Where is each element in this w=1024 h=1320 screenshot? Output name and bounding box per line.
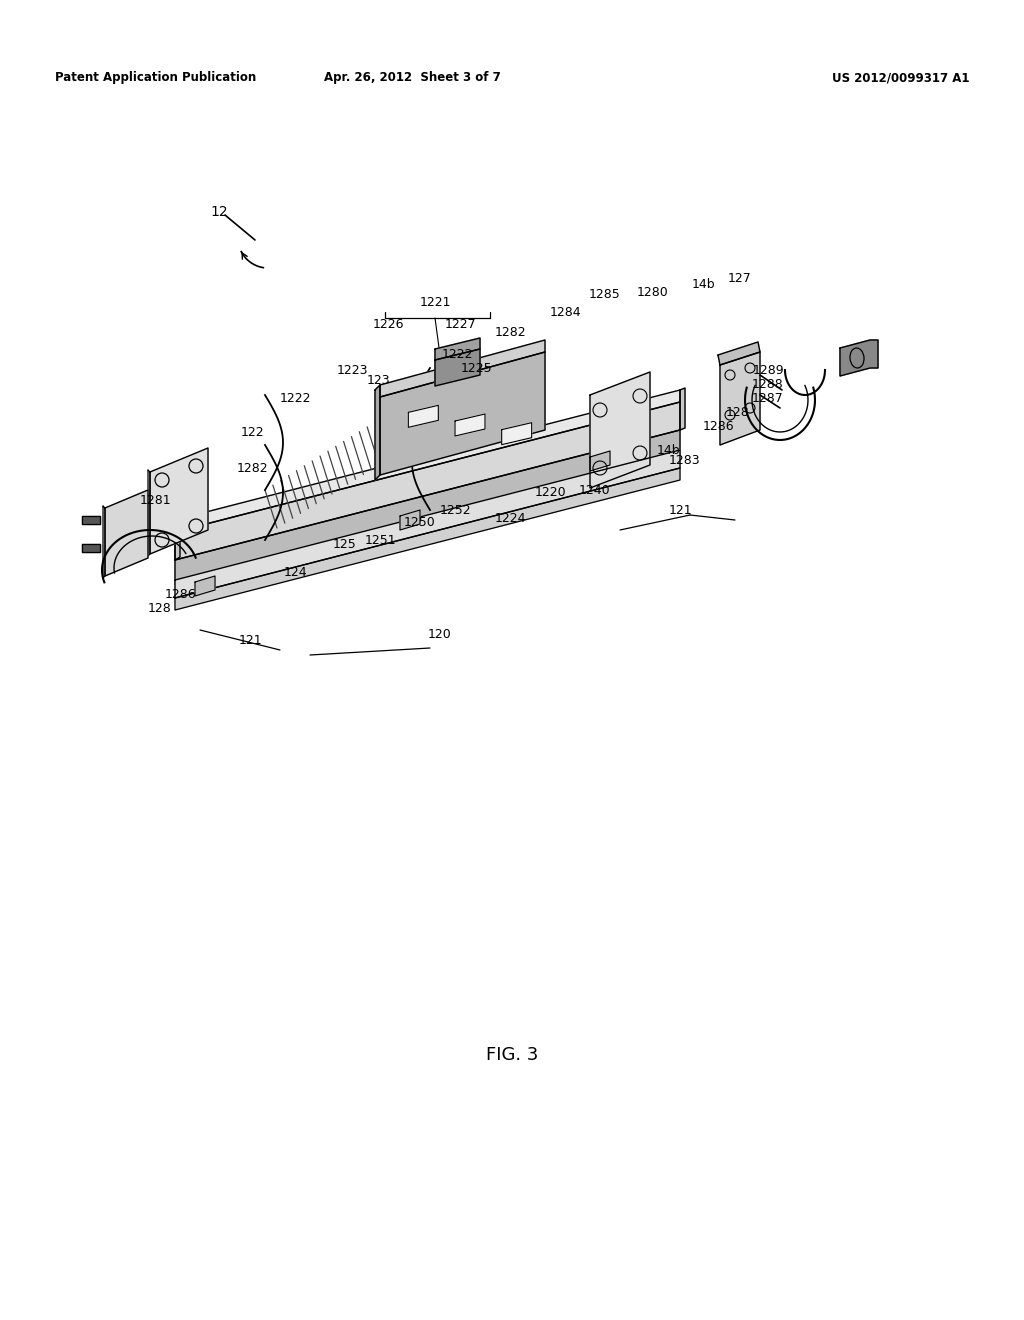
Polygon shape [175, 469, 680, 610]
Text: 1281: 1281 [139, 494, 171, 507]
Polygon shape [435, 338, 480, 360]
Text: 1282: 1282 [495, 326, 525, 338]
Text: 128: 128 [148, 602, 172, 615]
Polygon shape [455, 414, 485, 436]
Polygon shape [148, 470, 150, 556]
Text: 1222: 1222 [280, 392, 310, 404]
Polygon shape [680, 388, 685, 430]
Polygon shape [175, 517, 180, 560]
Text: 1226: 1226 [373, 318, 403, 331]
Polygon shape [105, 490, 148, 576]
Text: 121: 121 [669, 503, 692, 516]
Polygon shape [435, 348, 480, 385]
Polygon shape [380, 352, 545, 475]
Text: 121: 121 [239, 634, 262, 647]
Polygon shape [380, 341, 545, 397]
Polygon shape [840, 341, 878, 376]
Text: 1288: 1288 [752, 378, 784, 391]
Polygon shape [82, 544, 100, 552]
Polygon shape [175, 389, 680, 532]
Polygon shape [175, 403, 680, 560]
Text: Patent Application Publication: Patent Application Publication [55, 71, 256, 84]
Text: 128: 128 [726, 407, 750, 420]
Text: 1227: 1227 [444, 318, 476, 331]
Polygon shape [590, 451, 610, 471]
Text: 12: 12 [210, 205, 227, 219]
Polygon shape [720, 352, 760, 445]
Text: 14b: 14b [656, 444, 680, 457]
Text: 1280: 1280 [637, 285, 669, 298]
Polygon shape [175, 450, 680, 598]
Text: 125: 125 [333, 539, 357, 552]
Polygon shape [150, 447, 208, 554]
Polygon shape [409, 405, 438, 428]
Text: 1286: 1286 [164, 587, 196, 601]
Text: 1223: 1223 [336, 363, 368, 376]
Text: 1284: 1284 [549, 305, 581, 318]
Text: 120: 120 [428, 628, 452, 642]
Text: 1222: 1222 [441, 348, 473, 362]
Polygon shape [590, 372, 650, 488]
Polygon shape [502, 422, 531, 445]
Polygon shape [82, 516, 100, 524]
Text: 1282: 1282 [237, 462, 268, 474]
Text: 127: 127 [728, 272, 752, 285]
Text: 1220: 1220 [535, 486, 566, 499]
Text: 1283: 1283 [669, 454, 699, 466]
Text: 1225: 1225 [460, 362, 492, 375]
Text: 1224: 1224 [495, 511, 525, 524]
Polygon shape [400, 510, 420, 531]
Text: 122: 122 [241, 425, 264, 438]
Text: 1221: 1221 [419, 296, 451, 309]
Text: 14b: 14b [691, 279, 715, 292]
Polygon shape [103, 506, 105, 578]
Text: Apr. 26, 2012  Sheet 3 of 7: Apr. 26, 2012 Sheet 3 of 7 [324, 71, 501, 84]
Text: 1252: 1252 [439, 503, 471, 516]
Polygon shape [718, 342, 760, 366]
Polygon shape [375, 385, 380, 480]
Text: 1240: 1240 [579, 483, 610, 496]
Text: 1285: 1285 [589, 289, 621, 301]
Text: 1286: 1286 [702, 421, 734, 433]
Text: 124: 124 [284, 565, 307, 578]
Text: FIG. 3: FIG. 3 [485, 1045, 539, 1064]
Text: 1287: 1287 [752, 392, 784, 404]
Polygon shape [195, 576, 215, 597]
Text: 1251: 1251 [365, 533, 396, 546]
Text: US 2012/0099317 A1: US 2012/0099317 A1 [833, 71, 970, 84]
Text: 1289: 1289 [753, 363, 783, 376]
Text: 123: 123 [367, 374, 390, 387]
Polygon shape [175, 430, 680, 585]
Text: 1250: 1250 [404, 516, 436, 528]
